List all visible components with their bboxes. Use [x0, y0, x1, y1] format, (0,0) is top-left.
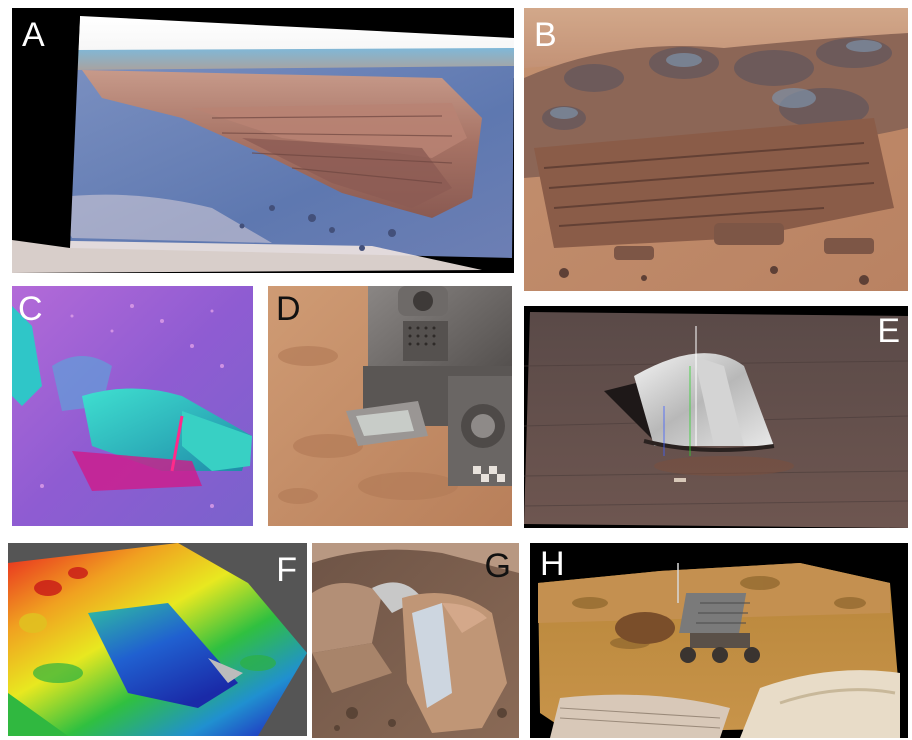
panel-e: E [524, 306, 908, 528]
panel-b-image [524, 8, 908, 291]
panel-a-label: A [22, 16, 45, 54]
panel-a: A [12, 8, 514, 273]
panel-a-image [12, 8, 514, 273]
panel-h-label: H [540, 545, 565, 583]
panel-d: D [268, 286, 512, 526]
panel-d-label: D [276, 290, 301, 328]
panel-g-label: G [484, 547, 511, 585]
panel-c-image [12, 286, 253, 526]
panel-f: F [8, 543, 307, 736]
panel-h: H [530, 543, 908, 738]
panel-b-label: B [534, 16, 557, 54]
panel-h-image [530, 553, 908, 738]
panel-f-label: F [276, 551, 297, 589]
panel-b: B [524, 8, 908, 291]
panel-e-image [524, 312, 908, 528]
panel-g: G [312, 543, 519, 738]
panel-c-label: C [18, 290, 43, 328]
panel-d-image [268, 286, 512, 526]
panel-g-image [312, 543, 519, 738]
panel-c: C [12, 286, 253, 526]
panel-f-image [8, 543, 307, 736]
panel-e-label: E [877, 312, 900, 350]
